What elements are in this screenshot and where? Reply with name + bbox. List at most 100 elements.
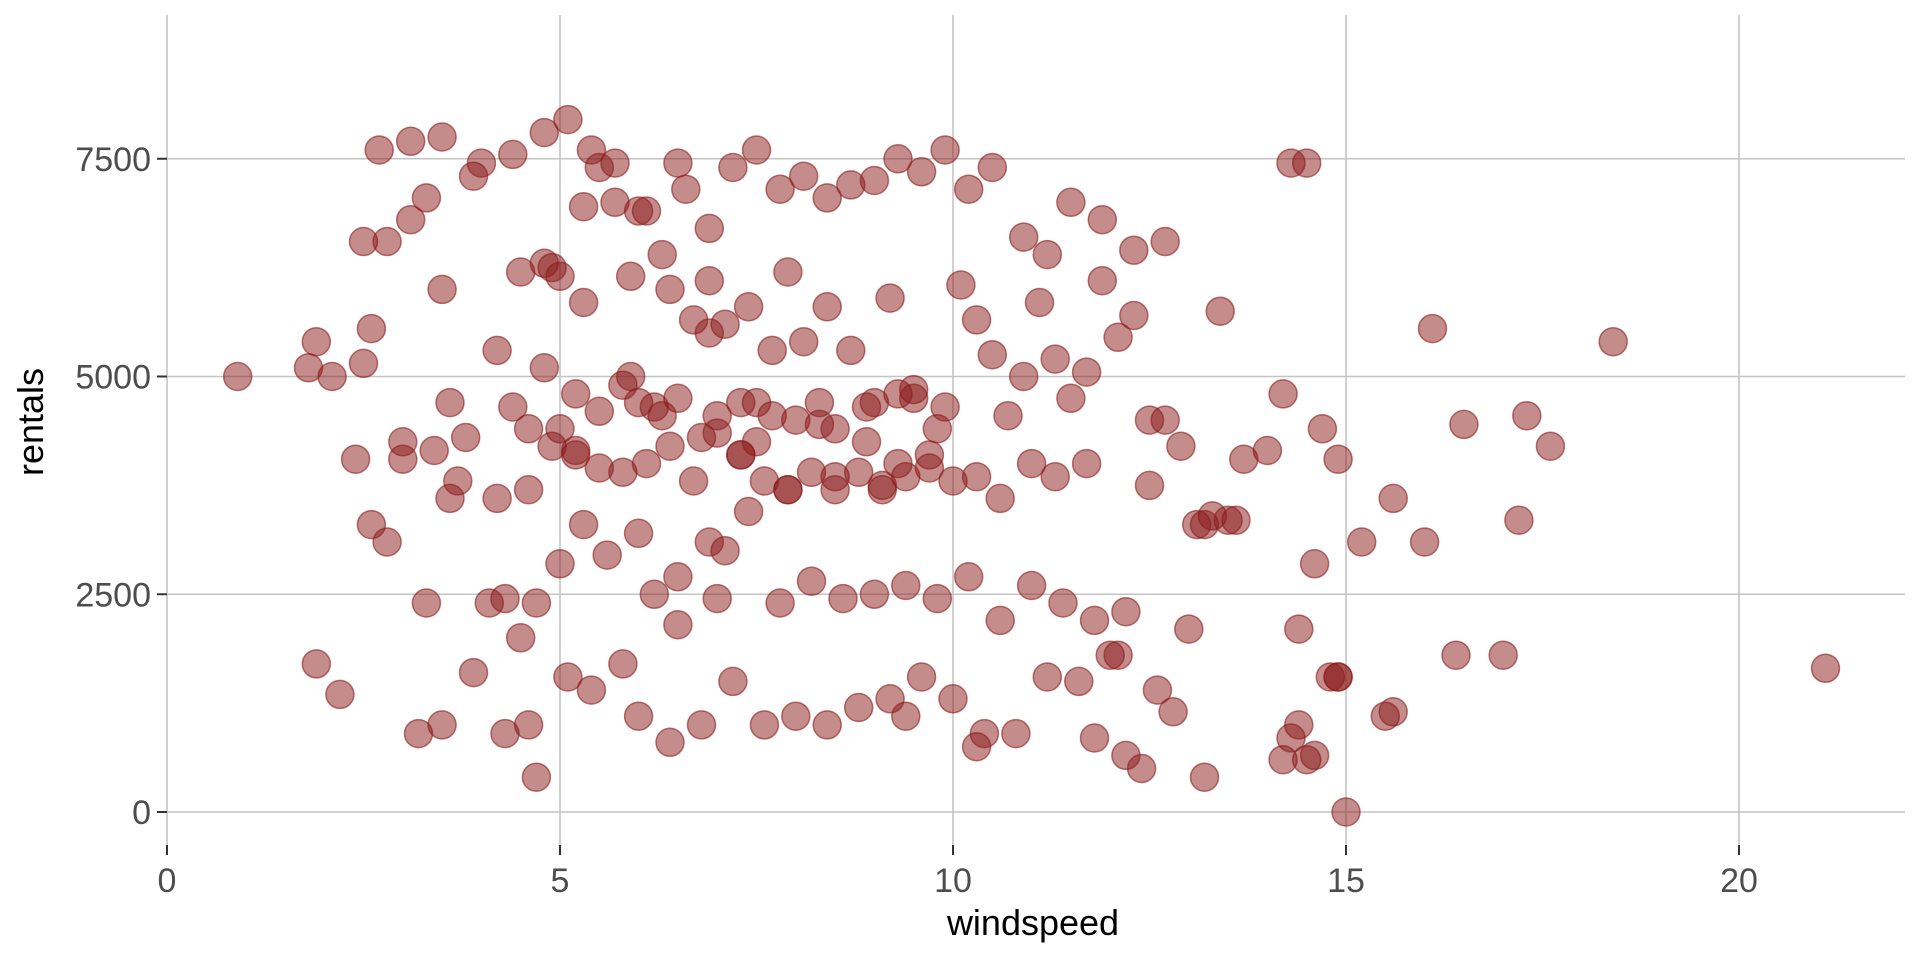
data-point bbox=[623, 701, 654, 731]
data-point bbox=[411, 183, 442, 213]
data-point bbox=[1323, 662, 1353, 692]
data-point bbox=[655, 431, 685, 461]
data-point bbox=[458, 657, 489, 688]
data-point bbox=[498, 139, 528, 170]
data-point bbox=[694, 213, 725, 244]
data-point bbox=[1346, 527, 1377, 557]
data-point bbox=[1291, 148, 1322, 178]
data-point bbox=[1174, 614, 1204, 644]
data-point bbox=[1001, 718, 1031, 749]
data-point bbox=[1535, 431, 1566, 461]
data-point bbox=[859, 579, 890, 610]
data-point bbox=[1150, 226, 1180, 257]
data-point bbox=[1142, 675, 1173, 705]
data-point bbox=[529, 117, 560, 148]
data-point bbox=[529, 248, 560, 279]
data-point bbox=[545, 414, 575, 444]
data-point bbox=[1268, 379, 1298, 409]
data-point bbox=[608, 370, 638, 400]
data-point bbox=[560, 435, 591, 466]
data-point bbox=[513, 414, 544, 444]
data-point bbox=[639, 392, 670, 422]
data-point bbox=[726, 387, 756, 418]
data-point bbox=[592, 540, 622, 570]
data-point bbox=[600, 148, 630, 178]
data-point bbox=[395, 126, 426, 157]
data-point bbox=[946, 270, 976, 300]
data-point bbox=[1205, 296, 1235, 326]
y-tick-label: 7500 bbox=[75, 141, 151, 179]
data-point bbox=[773, 257, 803, 287]
data-point bbox=[804, 387, 835, 418]
data-point bbox=[788, 161, 819, 191]
data-point bbox=[1449, 409, 1479, 440]
data-point bbox=[1488, 640, 1518, 670]
data-point bbox=[883, 144, 913, 174]
data-point bbox=[961, 305, 992, 335]
data-point bbox=[1008, 361, 1039, 392]
data-point bbox=[922, 583, 953, 614]
data-point bbox=[1331, 797, 1361, 827]
data-point bbox=[757, 335, 787, 366]
data-point bbox=[1103, 640, 1133, 670]
data-point bbox=[1024, 287, 1055, 318]
data-point bbox=[1284, 710, 1314, 740]
data-point bbox=[435, 387, 465, 418]
data-point bbox=[623, 196, 654, 226]
data-point bbox=[568, 509, 599, 540]
x-axis-title: windspeed bbox=[946, 902, 1119, 943]
data-point bbox=[851, 427, 882, 457]
data-point bbox=[1134, 470, 1165, 501]
y-axis-ticks: 0 2500 5000 7500 bbox=[75, 141, 167, 832]
data-point bbox=[427, 122, 457, 152]
data-point bbox=[427, 274, 457, 305]
data-point bbox=[985, 483, 1015, 514]
data-point bbox=[608, 649, 638, 679]
data-point bbox=[427, 710, 457, 740]
data-point bbox=[356, 313, 387, 344]
data-point bbox=[891, 701, 921, 731]
data-point bbox=[710, 309, 740, 339]
data-point bbox=[922, 414, 953, 444]
data-point bbox=[1299, 549, 1330, 579]
data-point bbox=[348, 226, 379, 257]
data-point bbox=[615, 261, 646, 292]
data-point bbox=[843, 457, 874, 488]
data-point bbox=[914, 453, 945, 483]
data-point bbox=[1409, 527, 1440, 557]
data-point bbox=[875, 283, 905, 313]
x-axis-ticks: 0 5 10 15 20 bbox=[158, 845, 1758, 900]
data-point bbox=[1307, 414, 1338, 444]
data-point bbox=[513, 474, 544, 505]
data-point bbox=[647, 239, 677, 270]
data-point bbox=[1158, 697, 1188, 727]
x-tick-label: 0 bbox=[158, 862, 177, 900]
data-point bbox=[1056, 187, 1086, 218]
data-point bbox=[1032, 662, 1063, 692]
data-point bbox=[1056, 383, 1086, 414]
data-point bbox=[765, 588, 795, 618]
y-axis-title: rentals bbox=[10, 368, 51, 476]
data-point bbox=[788, 326, 819, 357]
data-point bbox=[1087, 265, 1118, 296]
data-point bbox=[521, 588, 552, 618]
data-point bbox=[317, 361, 347, 392]
data-point bbox=[576, 135, 607, 165]
data-point bbox=[1111, 596, 1141, 627]
data-point bbox=[820, 474, 850, 505]
data-point bbox=[340, 444, 371, 474]
data-point bbox=[1323, 444, 1353, 474]
data-point bbox=[953, 174, 984, 204]
data-point bbox=[1040, 344, 1070, 374]
data-point bbox=[1071, 357, 1102, 387]
data-point bbox=[372, 527, 402, 557]
data-point bbox=[773, 474, 803, 505]
data-point bbox=[718, 666, 748, 697]
data-point bbox=[1291, 744, 1322, 775]
data-point bbox=[812, 292, 842, 322]
data-point bbox=[450, 422, 481, 453]
data-point bbox=[1040, 461, 1070, 492]
data-point bbox=[678, 466, 709, 496]
data-point bbox=[757, 400, 787, 431]
x-tick-label: 5 bbox=[551, 862, 570, 900]
